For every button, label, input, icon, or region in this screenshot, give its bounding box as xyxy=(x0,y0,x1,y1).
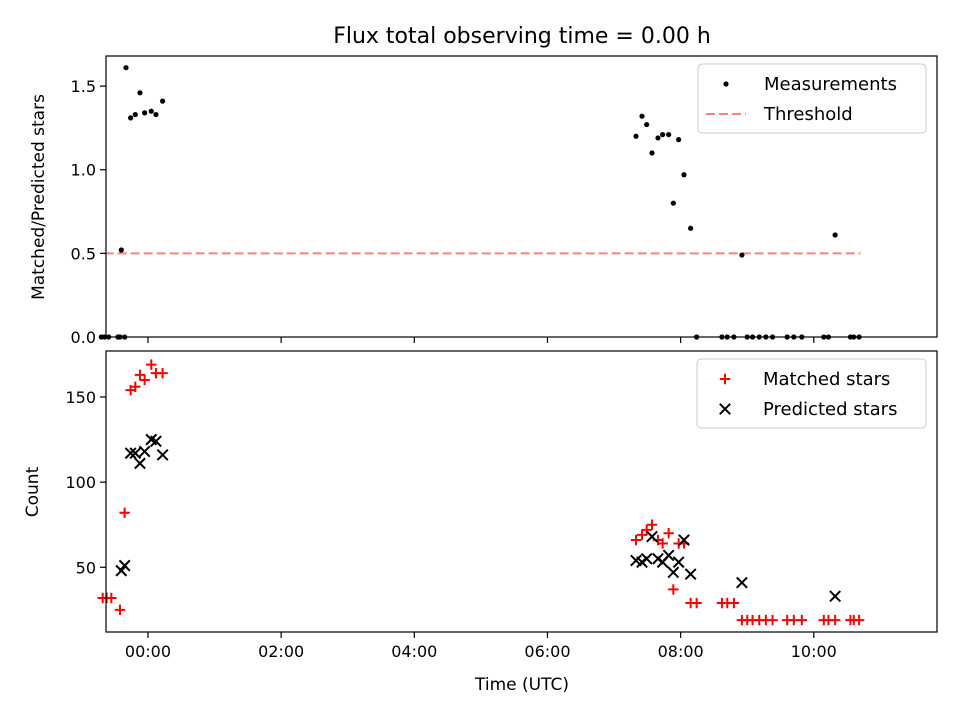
matched-star-point xyxy=(636,529,648,541)
matched-star-point xyxy=(691,597,702,609)
top-x-axis xyxy=(147,337,815,343)
matched-star-point xyxy=(114,604,126,616)
y-tick-label: 0.5 xyxy=(71,244,96,263)
predicted-star-point xyxy=(118,559,131,572)
x-tick-label: 04:00 xyxy=(391,642,437,661)
y-tick-label: 150 xyxy=(65,388,96,407)
x-tick-label: 06:00 xyxy=(524,642,570,661)
legend-label: Threshold xyxy=(763,104,853,125)
top-axes-frame xyxy=(105,55,938,338)
matched-star-point xyxy=(796,614,808,626)
measurement-point xyxy=(128,115,134,121)
x-tick-label: 08:00 xyxy=(658,642,704,661)
y-tick-label: 1.0 xyxy=(71,161,96,180)
predicted-star-point xyxy=(829,590,842,603)
matched-star-point xyxy=(767,614,778,626)
bottom-y-axis-label: Count xyxy=(23,466,43,517)
x-tick-label: 02:00 xyxy=(258,642,304,661)
matched-star-point xyxy=(829,614,841,626)
top-y-axis-label: Matched/Predicted stars xyxy=(29,94,49,300)
legend-label: Matched stars xyxy=(763,369,890,390)
matched-star-point xyxy=(106,592,117,604)
predicted-star-point xyxy=(735,576,748,589)
measurement-point xyxy=(153,111,159,118)
legend-key-plus xyxy=(719,373,731,385)
legend-label: Measurements xyxy=(764,74,897,95)
measurement-point xyxy=(644,121,650,128)
top-y-axis: 0.0 0.5 1.0 1.5 xyxy=(71,77,106,347)
predicted-star-point xyxy=(684,568,697,581)
matched-star-point xyxy=(668,584,679,595)
measurement-point xyxy=(159,98,166,104)
measurement-point xyxy=(676,137,682,143)
legend-label: Predicted stars xyxy=(763,399,897,420)
top-legend: Measurements Threshold xyxy=(697,63,927,134)
measurement-point xyxy=(148,108,154,114)
predicted-star-point xyxy=(672,556,685,569)
predicted-star-point xyxy=(667,566,680,579)
measurement-point xyxy=(142,110,148,116)
measurement-point xyxy=(681,172,687,178)
measurement-point xyxy=(132,111,138,118)
legend-box xyxy=(697,63,927,134)
x-axis-label: Time (UTC) xyxy=(474,675,569,695)
predicted-star-point xyxy=(156,448,169,461)
matched-star-point xyxy=(146,359,157,370)
measurement-point xyxy=(649,150,655,156)
measurement-point xyxy=(633,133,639,139)
matched-star-point xyxy=(630,534,642,546)
predicted-star-point xyxy=(115,564,128,577)
top-panel: 0.0 0.5 1.0 1.5 Matched/Predicted stars Mea… xyxy=(29,55,938,347)
predicted-star-point xyxy=(678,534,690,546)
measurement-point xyxy=(666,132,672,138)
y-tick-label: 100 xyxy=(65,473,96,492)
measurement-point xyxy=(118,247,124,253)
matched-star-point xyxy=(130,381,141,392)
matched-star-point xyxy=(657,538,668,549)
predicted-star-point xyxy=(640,552,653,565)
x-tick-label: 10:00 xyxy=(791,642,837,661)
predicted-star-point xyxy=(134,457,146,470)
matched-star-point xyxy=(728,597,740,609)
y-tick-label: 0.0 xyxy=(71,328,96,347)
legend-key-x xyxy=(719,403,731,415)
measurement-point xyxy=(739,252,745,258)
measurement-point xyxy=(639,113,645,119)
y-tick-label: 50 xyxy=(76,558,96,577)
matched-star-point xyxy=(641,524,652,536)
matched-star-point xyxy=(134,369,146,381)
predicted-star-point xyxy=(150,435,162,448)
y-tick-label: 1.5 xyxy=(71,77,96,96)
predicted-star-point xyxy=(124,447,137,460)
bottom-x-axis: 00:00 02:00 04:00 06:00 08:00 10:00 xyxy=(125,632,837,661)
matched-star-point xyxy=(139,374,150,386)
matched-star-point xyxy=(853,614,865,626)
predicted-star-point xyxy=(662,549,675,562)
bottom-axes-frame xyxy=(105,350,938,633)
measurement-point xyxy=(670,200,676,206)
measurement-point xyxy=(137,90,143,96)
measurement-point xyxy=(688,225,694,231)
bottom-panel: 00:00 02:00 04:00 06:00 08:00 10:00 50100150 … xyxy=(23,350,938,695)
matched-star-point xyxy=(157,367,168,379)
measurement-point xyxy=(655,135,661,141)
measurement-point xyxy=(660,132,666,138)
matched-star-point xyxy=(646,519,658,530)
measurement-point xyxy=(123,65,129,71)
bottom-plot-marks xyxy=(97,359,865,626)
matched-star-point xyxy=(663,528,674,539)
figure-title: Flux total observing time = 0.00 h xyxy=(333,24,711,49)
predicted-star-point xyxy=(129,447,142,460)
bottom-legend: Matched stars Predicted stars xyxy=(696,358,927,429)
predicted-star-point xyxy=(138,445,151,458)
legend-box xyxy=(696,358,927,429)
measurement-point xyxy=(832,232,838,238)
legend-key-dot xyxy=(723,81,729,87)
x-tick-label: 00:00 xyxy=(125,642,171,661)
predicted-star-point xyxy=(646,530,658,543)
bottom-y-axis: 50 100 150 xyxy=(65,388,106,577)
matched-star-point xyxy=(119,507,130,518)
